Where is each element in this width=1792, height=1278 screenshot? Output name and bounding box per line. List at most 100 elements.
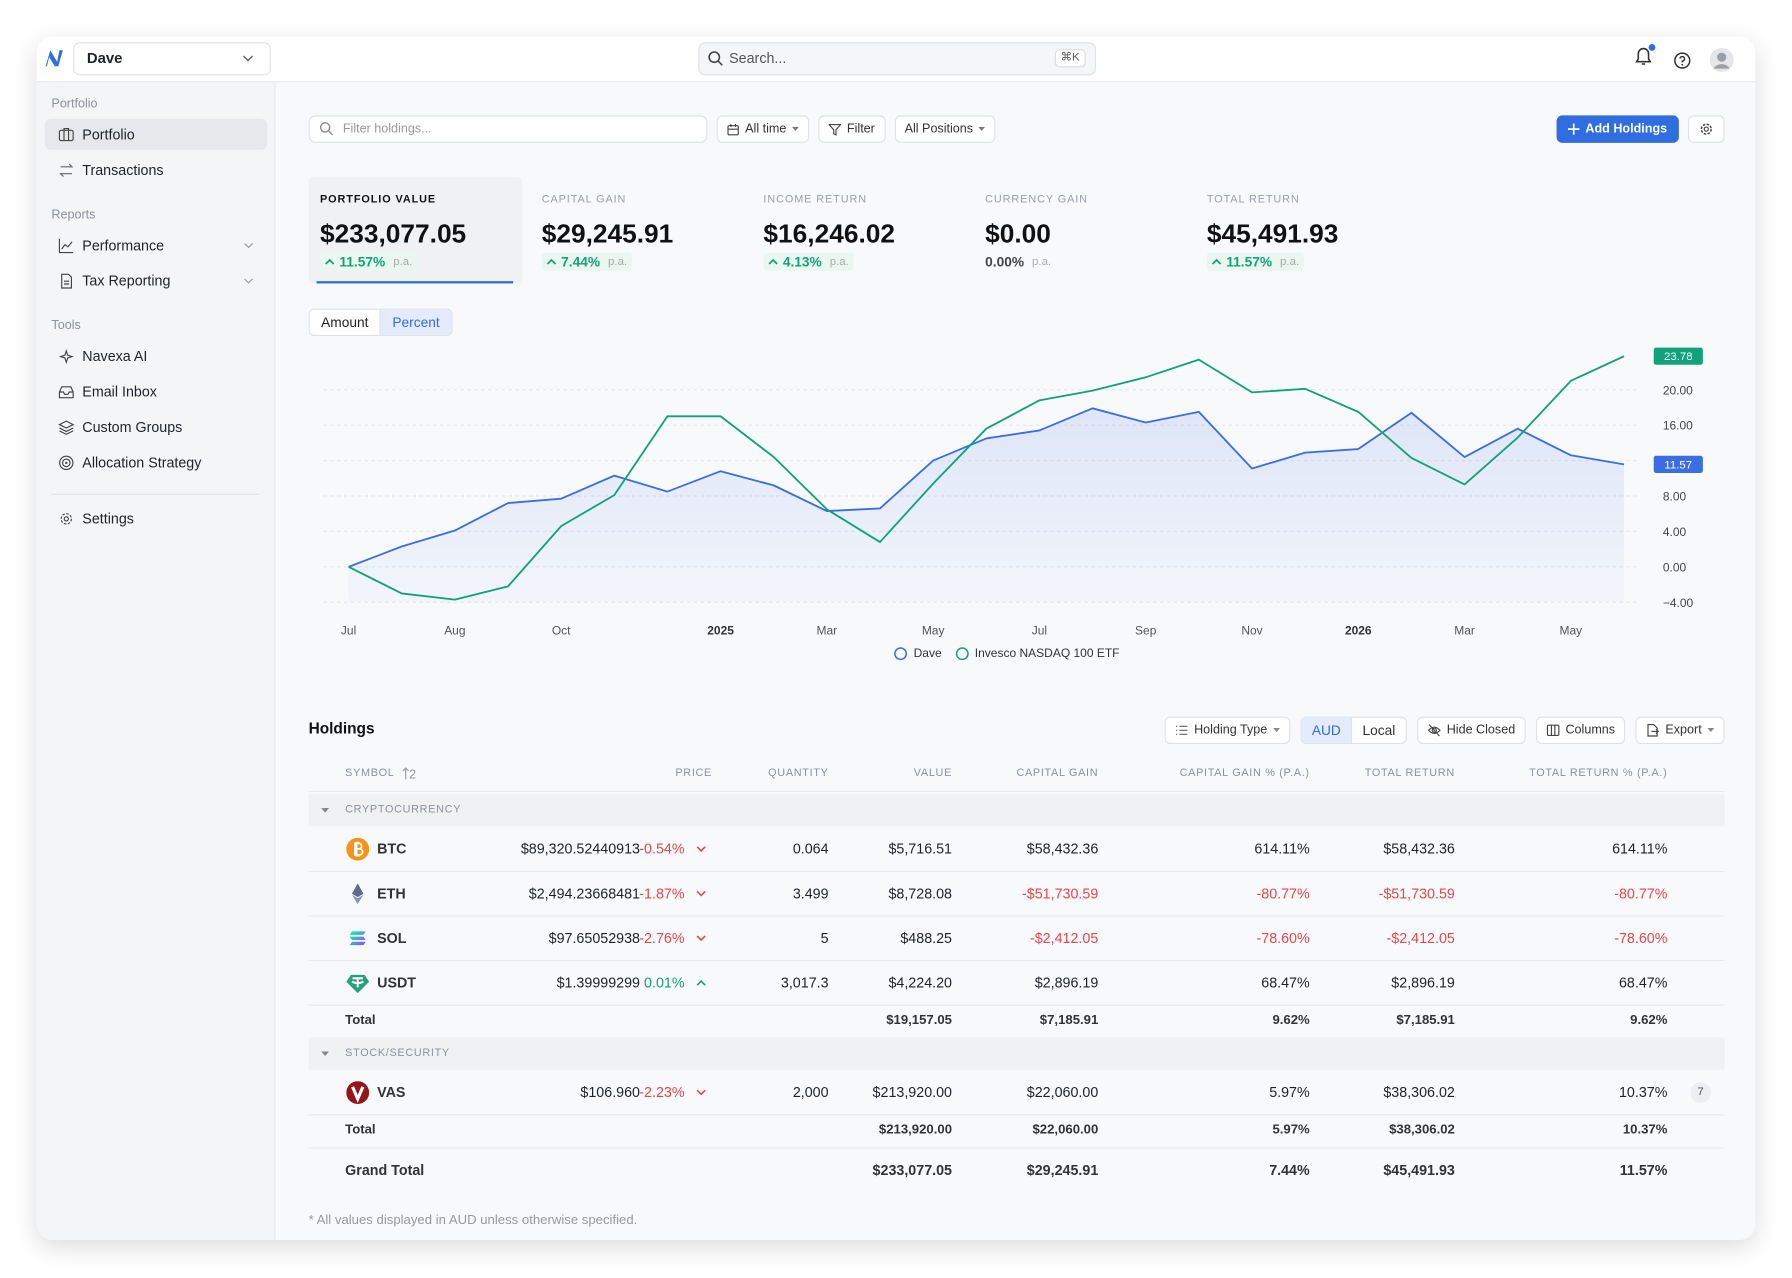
grand-total-cell: 7.44% bbox=[1269, 1162, 1310, 1179]
positions-select[interactable]: All Positions bbox=[894, 115, 996, 143]
collapse-caret bbox=[321, 1051, 330, 1056]
legend-item[interactable]: Invesco NASDAQ 100 ETF bbox=[955, 646, 1120, 661]
sidebar-item[interactable]: Performance bbox=[82, 237, 165, 254]
help-icon[interactable] bbox=[1673, 51, 1691, 69]
column-header: TOTAL RETURN % (P.A.) bbox=[1529, 766, 1668, 780]
sidebar-icon bbox=[58, 127, 74, 142]
y-tick-label: 0.00 bbox=[1663, 560, 1687, 574]
columns-button[interactable]: Columns bbox=[1535, 716, 1626, 744]
x-tick-label: May bbox=[922, 623, 945, 637]
end-value-tag bbox=[1653, 455, 1703, 473]
sidebar-item[interactable]: Allocation Strategy bbox=[82, 454, 202, 471]
avatar[interactable] bbox=[1709, 47, 1734, 72]
row-badge[interactable]: 7 bbox=[1690, 1082, 1711, 1103]
group-row bbox=[308, 1037, 1725, 1070]
row-divider bbox=[308, 915, 1725, 917]
metric-value: $29,245.91 bbox=[541, 218, 674, 248]
symbol: BTC bbox=[377, 841, 407, 858]
filter-input[interactable] bbox=[308, 115, 708, 143]
group-name: STOCK/SECURITY bbox=[345, 1046, 450, 1060]
metric-change-value: 4.13% bbox=[782, 253, 822, 270]
cell: 614.11% bbox=[1612, 841, 1668, 858]
notification-bell[interactable] bbox=[1632, 42, 1657, 69]
metric-unit: p.a. bbox=[608, 255, 628, 268]
line-series bbox=[348, 407, 1625, 568]
account-select[interactable] bbox=[73, 42, 271, 76]
y-tick-label: 4.00 bbox=[1663, 525, 1687, 539]
metric-value: $0.00 bbox=[985, 218, 1051, 248]
toggle-option[interactable]: Amount bbox=[321, 314, 369, 331]
legend-swatch bbox=[894, 647, 908, 661]
toggle-option[interactable]: Percent bbox=[379, 309, 452, 335]
sidebar-item[interactable]: Transactions bbox=[82, 162, 164, 179]
legend-label: Dave bbox=[913, 646, 942, 661]
sidebar-item[interactable]: Portfolio bbox=[82, 126, 135, 143]
cell: 10.37% bbox=[1618, 1084, 1668, 1101]
plus-icon bbox=[1568, 123, 1580, 135]
cell: $488.25 bbox=[900, 930, 952, 947]
x-tick-label: May bbox=[1560, 623, 1583, 637]
sidebar-section-title: Portfolio bbox=[51, 97, 98, 111]
settings-button[interactable] bbox=[1687, 115, 1725, 143]
cell: 5 bbox=[820, 930, 829, 947]
caret bbox=[978, 126, 986, 131]
sidebar-item[interactable]: Tax Reporting bbox=[82, 273, 171, 290]
cell: -80.77% bbox=[1256, 885, 1310, 902]
sidebar-icon bbox=[58, 386, 74, 399]
currency-toggle: AUD Local bbox=[1300, 716, 1407, 744]
filter-placeholder: Filter holdings... bbox=[342, 122, 432, 136]
filter-button[interactable]: Filter bbox=[818, 115, 886, 143]
currency-option[interactable]: Local bbox=[1351, 717, 1405, 743]
metric-label: INCOME RETURN bbox=[763, 193, 867, 206]
cell: 3.499 bbox=[792, 885, 829, 902]
x-tick-label: Aug bbox=[444, 623, 465, 637]
sidebar-item[interactable]: Custom Groups bbox=[82, 419, 183, 436]
x-tick-label: Nov bbox=[1241, 623, 1262, 637]
cell: $106.960 bbox=[580, 1084, 640, 1101]
add-holdings-button[interactable]: Add Holdings bbox=[1556, 115, 1679, 143]
row-divider bbox=[308, 959, 1725, 962]
cell: 3,017.3 bbox=[780, 974, 829, 991]
currency-option[interactable]: AUD bbox=[1301, 717, 1352, 743]
y-tick-label: −4.00 bbox=[1663, 596, 1694, 610]
metric-change: 11.57% p.a. bbox=[319, 252, 417, 271]
sidebar-item[interactable]: Navexa AI bbox=[82, 348, 148, 365]
button-icon bbox=[1175, 725, 1188, 735]
cell: $2,896.19 bbox=[1034, 974, 1099, 991]
export-button[interactable]: Export bbox=[1635, 716, 1725, 744]
end-value-label: 23.78 bbox=[1664, 351, 1693, 363]
period-select[interactable]: All time bbox=[716, 115, 810, 143]
cell: $8,728.08 bbox=[888, 885, 952, 902]
sidebar bbox=[36, 82, 276, 1240]
asset-icon bbox=[346, 1081, 370, 1104]
cell: -$51,730.59 bbox=[1378, 885, 1455, 902]
grand-total-cell: $29,245.91 bbox=[1026, 1162, 1099, 1179]
sidebar-item[interactable]: Email Inbox bbox=[82, 383, 157, 400]
symbol: SOL bbox=[377, 930, 407, 947]
sort-order: 2 bbox=[409, 767, 417, 782]
sidebar-divider bbox=[51, 493, 260, 495]
holding-type-select[interactable]: Holding Type bbox=[1164, 716, 1291, 744]
asset-icon bbox=[346, 837, 370, 861]
x-tick-label: Mar bbox=[1454, 623, 1475, 637]
x-tick-label: 2025 bbox=[707, 623, 734, 637]
up-chevron bbox=[1211, 258, 1222, 265]
toolbar-left: All time Filter All Positions bbox=[716, 115, 996, 143]
metric-unit: p.a. bbox=[829, 255, 849, 268]
holding-type-select-label: Holding Type bbox=[1194, 723, 1268, 738]
legend-item[interactable]: Dave bbox=[894, 646, 942, 661]
change-chevron bbox=[696, 846, 706, 852]
column-header: QUANTITY bbox=[768, 766, 829, 780]
sidebar-icon bbox=[61, 273, 72, 289]
search-box[interactable] bbox=[698, 42, 1096, 76]
filter-label: Filter bbox=[846, 122, 875, 136]
active-item-bg bbox=[44, 118, 268, 150]
legend-label: Invesco NASDAQ 100 ETF bbox=[974, 646, 1120, 661]
hide-closed-button[interactable]: Hide Closed bbox=[1416, 716, 1526, 744]
sidebar-section-title: Reports bbox=[51, 207, 96, 222]
sidebar-item[interactable]: Settings bbox=[82, 510, 134, 527]
metric-label: PORTFOLIO VALUE bbox=[319, 193, 437, 206]
x-tick-label: Sep bbox=[1135, 623, 1157, 637]
total-cell: 9.62% bbox=[1630, 1013, 1668, 1028]
positions-label: All Positions bbox=[904, 122, 974, 136]
